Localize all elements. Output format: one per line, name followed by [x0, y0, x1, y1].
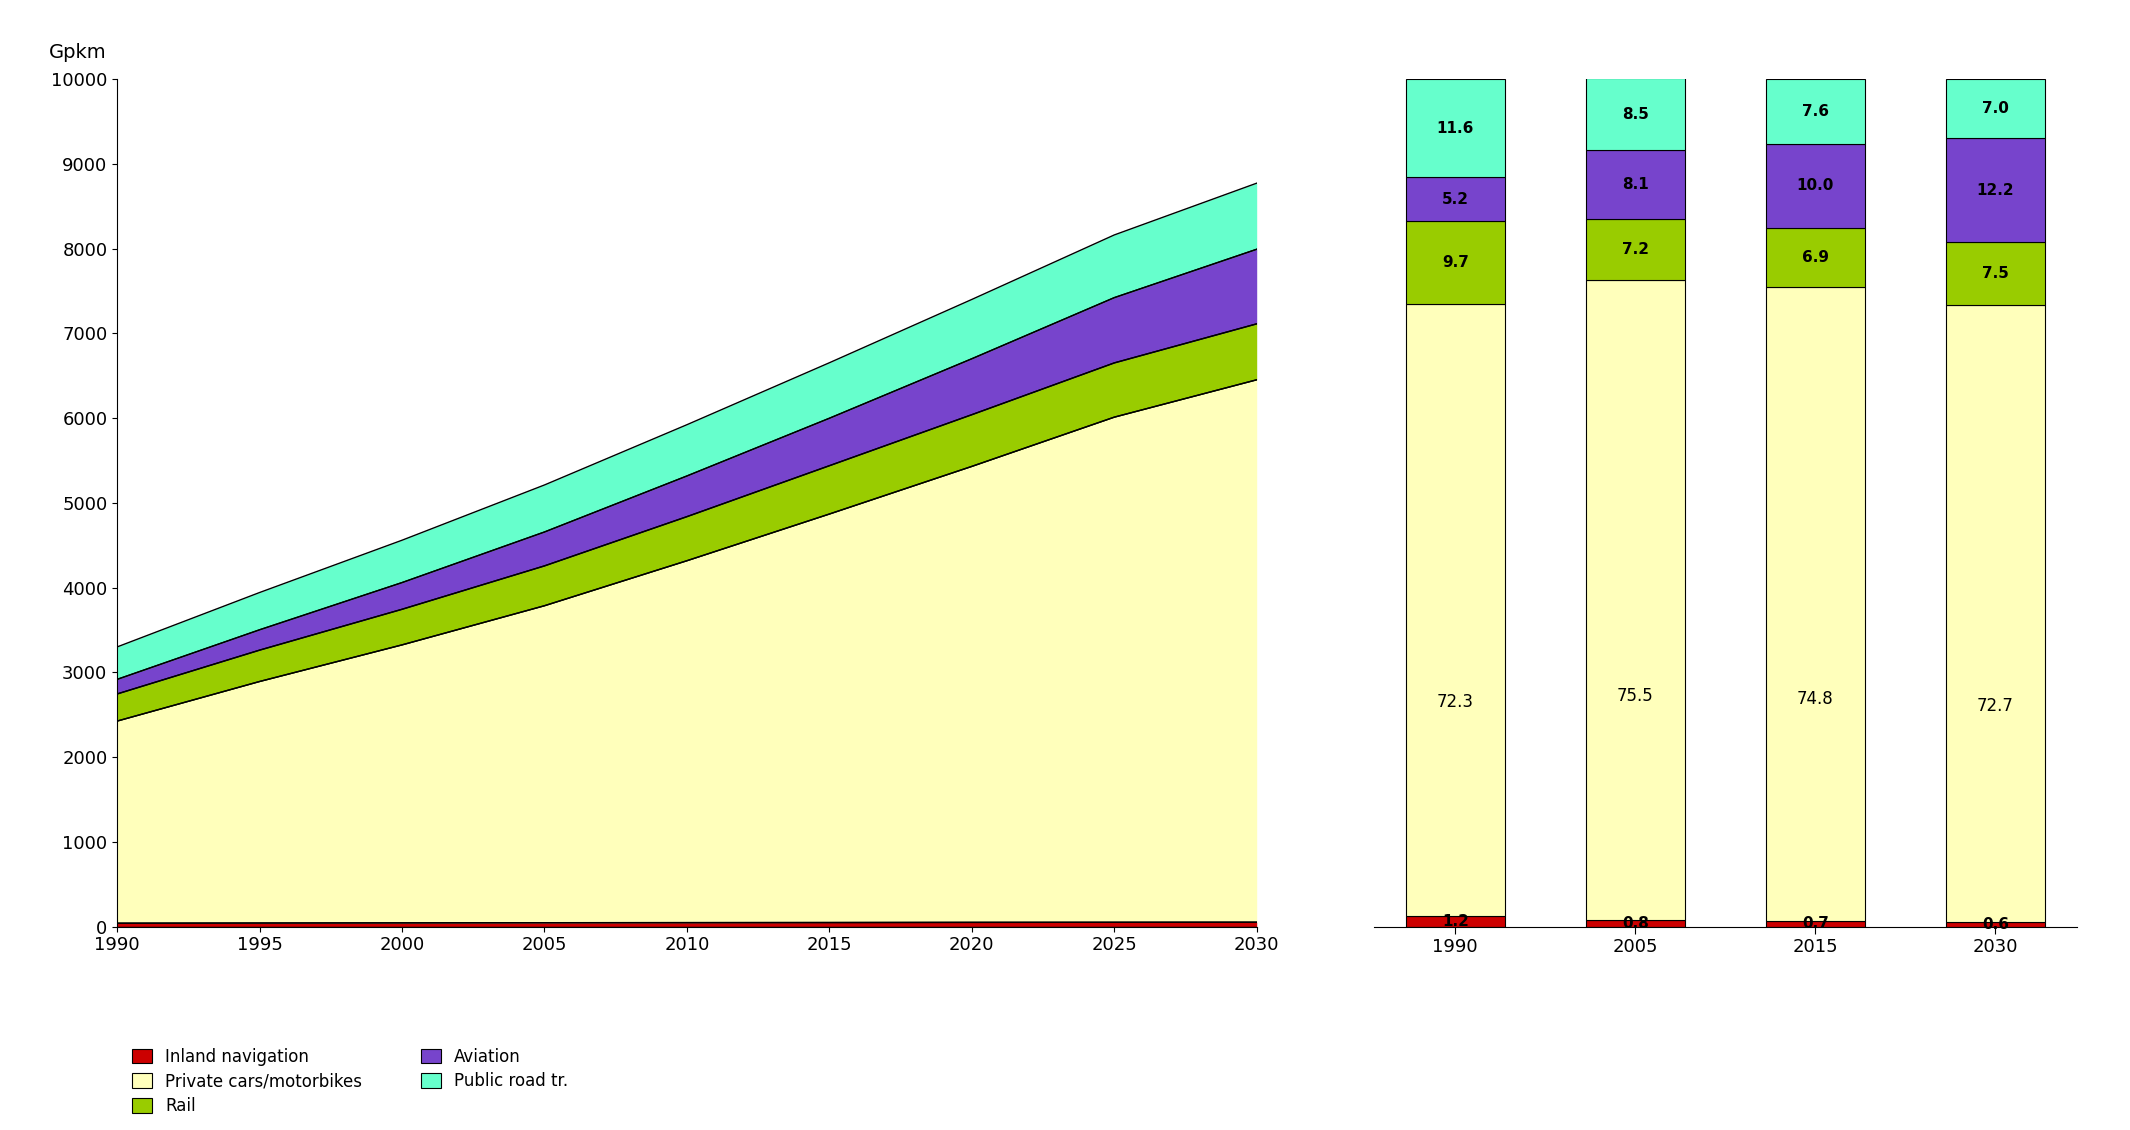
Bar: [1766, 921, 1864, 927]
Bar: [1406, 304, 1504, 916]
Text: 12.2: 12.2: [1977, 183, 2015, 198]
Text: 9.7: 9.7: [1442, 255, 1470, 270]
Bar: [1406, 177, 1504, 221]
Bar: [1587, 280, 1685, 920]
Text: 8.1: 8.1: [1621, 177, 1649, 192]
Bar: [1587, 150, 1685, 219]
Bar: [1587, 78, 1685, 150]
Legend: Inland navigation, Private cars/motorbikes, Rail, Aviation, Public road tr.: Inland navigation, Private cars/motorbik…: [126, 1041, 575, 1122]
Bar: [1766, 287, 1864, 921]
Bar: [1947, 922, 2045, 927]
Text: 6.9: 6.9: [1802, 250, 1830, 266]
Text: 75.5: 75.5: [1617, 687, 1653, 705]
Bar: [1766, 144, 1864, 228]
Text: 0.8: 0.8: [1621, 915, 1649, 931]
Text: 0.6: 0.6: [1981, 916, 2009, 931]
Text: 74.8: 74.8: [1798, 689, 1834, 707]
Bar: [1947, 242, 2045, 305]
Text: 7.2: 7.2: [1621, 242, 1649, 257]
Text: 0.7: 0.7: [1802, 916, 1830, 931]
Bar: [1947, 305, 2045, 922]
Bar: [1766, 228, 1864, 287]
Text: 7.0: 7.0: [1981, 102, 2009, 116]
Bar: [1947, 139, 2045, 242]
Bar: [1406, 221, 1504, 304]
Bar: [1587, 219, 1685, 280]
Text: 11.6: 11.6: [1436, 121, 1474, 136]
Text: 7.6: 7.6: [1802, 104, 1830, 119]
Text: 7.5: 7.5: [1981, 266, 2009, 281]
Text: Gpkm: Gpkm: [49, 43, 106, 62]
Bar: [1587, 920, 1685, 927]
Bar: [1766, 79, 1864, 144]
Bar: [1947, 79, 2045, 139]
Bar: [1406, 79, 1504, 177]
Text: 5.2: 5.2: [1442, 192, 1470, 207]
Bar: [1406, 916, 1504, 927]
Text: 8.5: 8.5: [1621, 106, 1649, 122]
Text: 72.7: 72.7: [1977, 697, 2013, 715]
Text: 72.3: 72.3: [1438, 693, 1474, 711]
Text: 10.0: 10.0: [1796, 179, 1834, 193]
Text: 1.2: 1.2: [1442, 914, 1470, 929]
